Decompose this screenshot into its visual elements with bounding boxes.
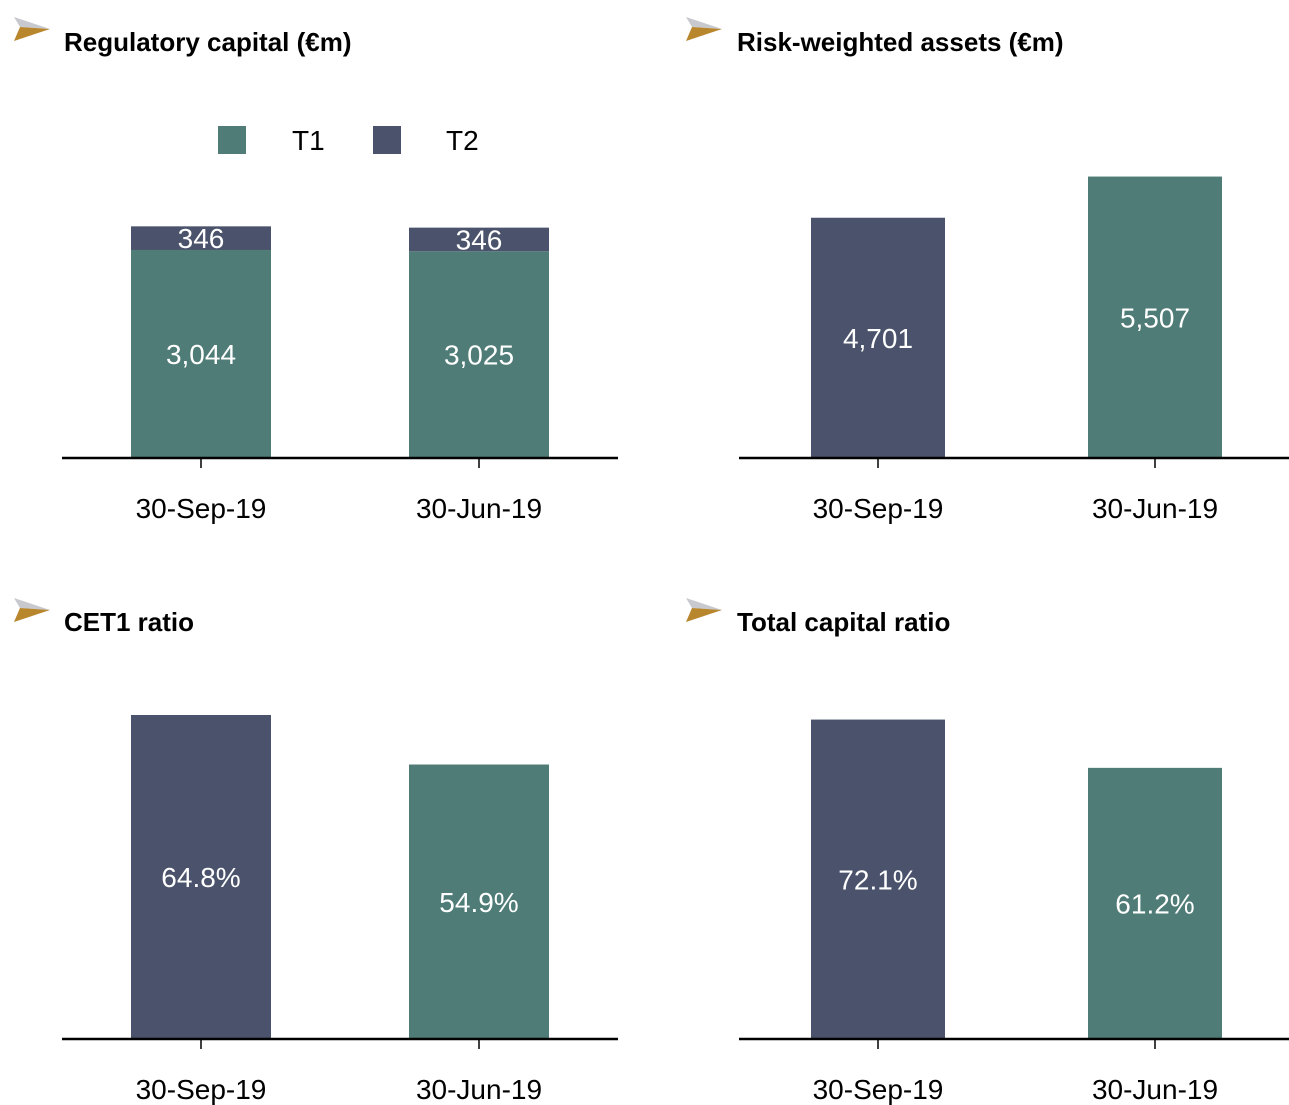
- data-label: 5,507: [1120, 302, 1190, 333]
- bar: [1088, 176, 1222, 459]
- chart-title: Total capital ratio: [737, 607, 951, 637]
- legend-label-t1: T1: [292, 125, 325, 156]
- data-label: 346: [178, 223, 225, 254]
- x-tick-label: 30-Jun-19: [1092, 493, 1218, 524]
- x-tick-label: 30-Jun-19: [416, 1074, 542, 1105]
- arrow-bullet-icon: [686, 598, 722, 622]
- chart-title: Risk-weighted assets (€m): [737, 27, 1064, 57]
- data-label: 54.9%: [439, 887, 518, 918]
- arrow-bullet-icon: [14, 598, 50, 622]
- x-tick-label: 30-Jun-19: [416, 493, 542, 524]
- data-label: 72.1%: [838, 864, 917, 895]
- bar-t1: [409, 251, 549, 458]
- bar: [409, 764, 549, 1039]
- data-label: 4,701: [843, 323, 913, 354]
- x-tick-label: 30-Sep-19: [136, 1074, 267, 1105]
- x-tick-label: 30-Sep-19: [813, 1074, 944, 1105]
- data-label: 3,025: [444, 340, 514, 371]
- bar-t1: [131, 249, 271, 458]
- legend-label-t2: T2: [446, 125, 479, 156]
- data-label: 64.8%: [161, 862, 240, 893]
- arrow-bullet-icon: [14, 17, 50, 41]
- x-tick-label: 30-Jun-19: [1092, 1074, 1218, 1105]
- bar: [1088, 767, 1222, 1039]
- bar: [131, 715, 271, 1039]
- x-tick-label: 30-Sep-19: [136, 493, 267, 524]
- arrow-bullet-icon: [686, 17, 722, 41]
- data-label: 3,044: [166, 339, 236, 370]
- legend-swatch-t1: [218, 126, 246, 154]
- bar-t2: [131, 226, 271, 250]
- legend-swatch-t2: [373, 126, 401, 154]
- chart-title: CET1 ratio: [64, 607, 195, 637]
- chart-title: Regulatory capital (€m): [64, 27, 352, 57]
- x-tick-label: 30-Sep-19: [813, 493, 944, 524]
- bar-t2: [409, 227, 549, 252]
- data-label: 346: [456, 224, 503, 255]
- bar: [811, 217, 945, 458]
- bar: [811, 719, 945, 1039]
- data-label: 61.2%: [1115, 888, 1194, 919]
